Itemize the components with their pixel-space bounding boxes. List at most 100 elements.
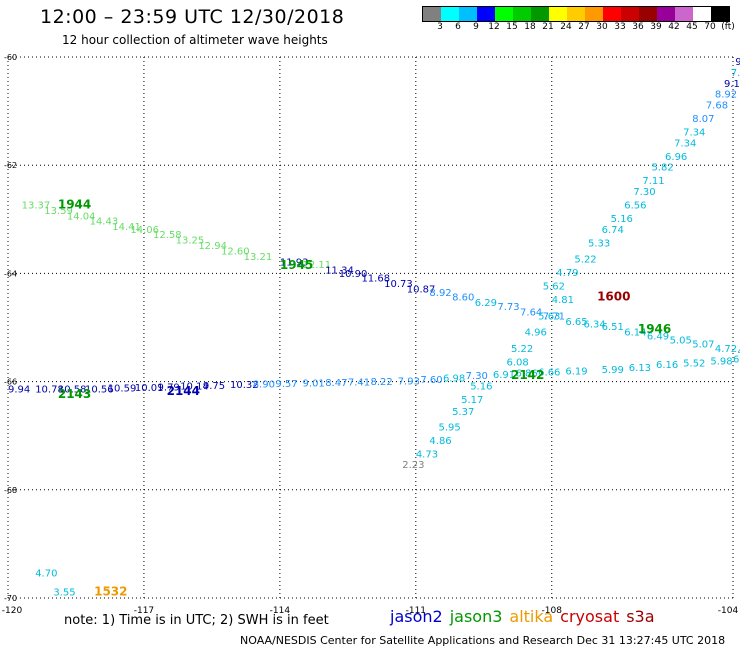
wave-height-value: 12.60 [221,246,250,257]
wave-height-value: 6.65 [565,317,587,328]
wave-height-value: 7.73 [497,302,519,313]
footer-note: note: 1) Time is in UTC; 2) SWH is in fe… [64,613,329,628]
wave-height-value: 8.07 [692,114,714,125]
wave-height-value: 5.05 [670,336,692,347]
wave-height-value: 11.93 [280,257,309,268]
wave-height-value: 12.94 [198,241,227,252]
longitude-tick-label: -117 [134,606,154,616]
latitude-tick-label: -64 [4,269,17,278]
map-grid [7,56,734,599]
wave-height-value: 7.71 [543,311,565,322]
latitude-tick-label: -62 [4,161,17,170]
wave-height-value: 14.06 [130,225,159,236]
track-cryosat-1600: 1600 [597,289,630,303]
wave-height-value: 5.37 [452,407,474,418]
track-time-label: 1944 [58,197,91,211]
track-time-label: 2142 [511,368,544,382]
track-jason2-2144: 2144 [167,384,200,398]
wave-height-value: 6.29 [475,298,497,309]
track-time-label: 2144 [167,384,200,398]
wave-height-value: 5.99 [602,365,624,376]
wave-height-value: 6.16 [656,360,678,371]
legend-jason3: jason3 [449,607,503,626]
latitude-tick-label: -66 [4,378,17,387]
wave-height-value: 10.73 [384,279,413,290]
color-swatch [639,7,657,21]
wave-height-value: 10.56 [85,384,114,395]
map-title: 12:00 – 23:59 UTC 12/30/2018 [40,6,345,28]
wave-height-value: 10.87 [407,284,436,295]
longitude-tick-label: -108 [542,606,563,616]
wave-height-value: 13.21 [244,252,273,263]
wave-height-value: 6.66 [538,368,560,379]
color-scale-label: 39 [650,22,662,32]
latitude-tick-label: -60 [4,53,17,62]
axis-tick-labels: -120 -117 -114 -111 -108 -104 -60 -62 -64 -66 -68 -… [2,53,739,616]
color-scale-label: 9 [473,22,479,32]
longitude-tick-label: -114 [270,606,291,616]
track-time-label: 1600 [597,289,630,303]
wave-height-value: 5.52 [683,358,705,369]
latitude-tick-label: -70 [4,594,17,603]
wave-height-value: 13.59 [44,206,73,217]
wave-height-value: 9.10 [724,79,740,90]
color-swatch [567,7,585,21]
color-swatch [711,7,729,21]
wave-height-value: 3.55 [53,587,75,598]
wave-height-value: 5.17 [461,395,483,406]
color-scale-label: 42 [668,22,680,32]
wave-height-value: 7. [731,68,740,79]
color-scale-label: (ft) [721,22,735,32]
satellite-tracks: 13.3713.5914.0414.4314.4114.0612.5813.25… [8,57,740,598]
color-swatch [621,7,639,21]
color-scale-label: 18 [524,22,536,32]
wave-height-value: 6.00 [733,355,740,366]
color-scale-label: 27 [578,22,590,32]
color-swatch [441,7,459,21]
wave-height-value: 4.81 [552,295,574,306]
wave-height-value: 8.60 [452,292,474,303]
color-swatch [657,7,675,21]
wave-height-value: 13.37 [22,200,51,211]
wave-height-value: 10.32 [230,380,259,391]
color-swatch [603,7,621,21]
wave-height-value: 10.78 [35,384,64,395]
wave-height-value: 6.91 [493,370,515,381]
wave-height-value: 6.56 [624,200,646,211]
wave-height-value: 6.51 [602,322,624,333]
wave-height-value: 6.08 [506,357,528,368]
wave-height-value: 8.22 [371,377,393,388]
wave-height-value: 4.86 [429,436,451,447]
wave-height-value: 7.34 [674,138,696,149]
track-time-label: 2143 [58,387,91,401]
satellite-legend: jason2 jason3 altika cryosat s3a [390,607,662,626]
wave-height-value: 6.74 [602,225,624,236]
color-scale-label: 24 [560,22,572,32]
wave-height-value: 12.58 [153,230,182,241]
color-swatch [495,7,513,21]
wave-height-value: 9 [735,57,740,68]
track-time-label: 1946 [638,322,671,336]
wave-height-value: 8.90 [253,380,275,391]
wave-height-value: 6.86 [516,369,538,380]
wave-height-value: 5.07 [692,340,714,351]
wave-height-value: 6.14 [624,328,646,339]
wave-height-value: 6.96 [665,152,687,163]
wave-height-value: 5.16 [611,214,633,225]
track-time-label: 1945 [280,258,313,272]
color-swatch [549,7,567,21]
wave-height-value: 6.34 [583,320,605,331]
wave-height-value: 7.30 [633,187,655,198]
wave-height-value: 14.41 [112,222,141,233]
color-swatch [585,7,603,21]
wave-height-value: 7.93 [398,376,420,387]
color-scale-label: 6 [455,22,461,32]
color-scale-bar [422,6,730,22]
wave-height-value: 7.64 [520,308,542,319]
wave-height-value: 12.11 [303,260,332,271]
wave-height-value: 4.70 [35,568,57,579]
color-swatch [531,7,549,21]
wave-height-value: 11.34 [325,265,354,276]
